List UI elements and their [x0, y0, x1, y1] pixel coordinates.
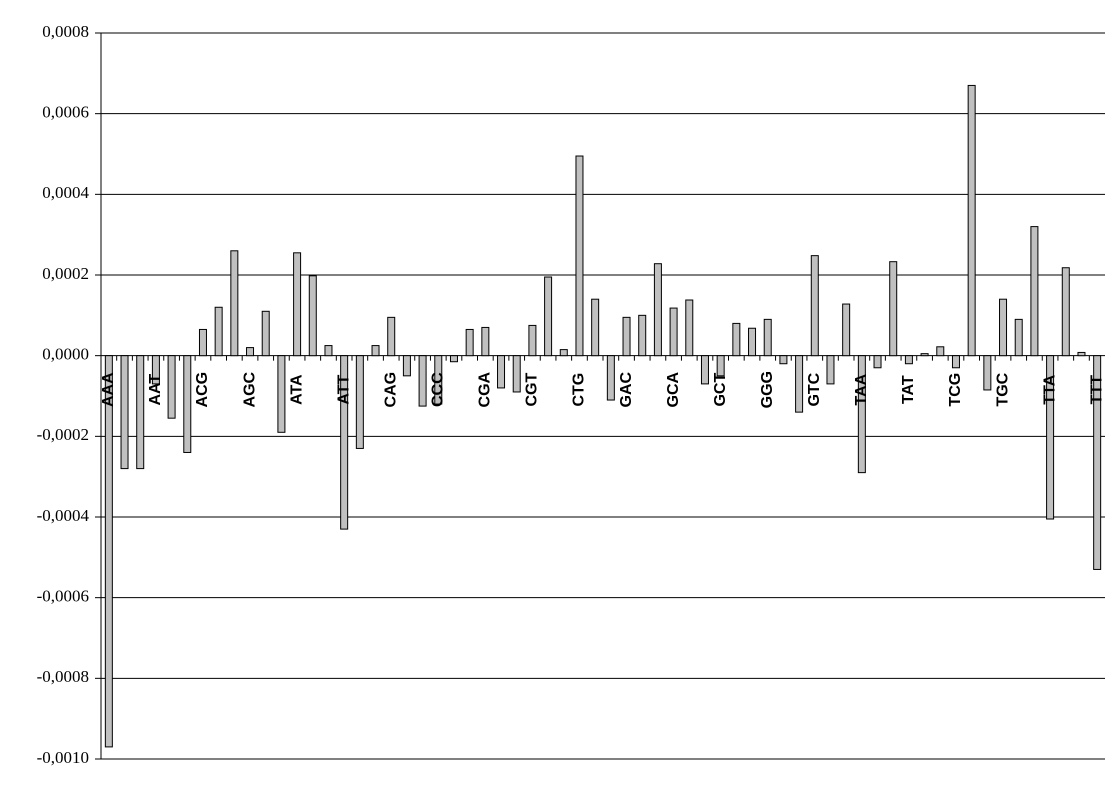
bar [810, 255, 819, 357]
x-tick-label: GAC [618, 371, 635, 407]
x-tick-label: TAA [853, 373, 870, 405]
bar [355, 355, 364, 449]
bar [873, 355, 882, 369]
x-tick-label: AGC [241, 371, 258, 407]
bar [136, 355, 145, 470]
x-tick-label: CGA [477, 371, 494, 407]
bar [418, 355, 427, 407]
bar [277, 355, 286, 433]
bar [559, 349, 568, 357]
x-tick-label: AAT [147, 374, 164, 406]
bar [387, 316, 396, 357]
bar [826, 355, 835, 385]
bar [857, 355, 866, 474]
bar [763, 318, 772, 357]
bar [308, 275, 317, 357]
bar [904, 355, 913, 365]
bar [151, 355, 160, 385]
y-tick-label: 0,0008 [42, 22, 89, 41]
x-tick-label: TAT [900, 375, 917, 404]
y-tick-label: -0,0004 [37, 506, 90, 525]
bar [1093, 355, 1102, 570]
bar [700, 355, 709, 385]
bar [434, 355, 443, 405]
bar [261, 310, 270, 357]
bar [716, 355, 725, 377]
x-tick-label: AAA [100, 372, 117, 407]
bar [104, 355, 113, 748]
bar [512, 355, 521, 393]
bar [1030, 226, 1039, 357]
bar [497, 355, 506, 389]
bar [732, 322, 741, 357]
bar [575, 155, 584, 357]
x-tick-label: GGG [759, 371, 776, 408]
bar [1046, 355, 1055, 520]
bar [795, 355, 804, 413]
bar [622, 316, 631, 357]
bar [983, 355, 992, 391]
bar [779, 355, 788, 365]
x-tick-label: TTT [1088, 375, 1105, 405]
bar [967, 84, 976, 357]
x-tick-label: CTG [571, 373, 588, 407]
bar [214, 306, 223, 357]
y-tick-label: -0,0002 [37, 425, 89, 444]
x-tick-label: ATT [335, 374, 352, 404]
y-tick-label: -0,0008 [37, 667, 89, 686]
y-tick-label: 0,0002 [42, 264, 89, 283]
bar [920, 353, 929, 357]
x-tick-label: CGT [524, 373, 541, 407]
y-tick-label: 0,0000 [42, 345, 89, 364]
x-tick-label: GCT [712, 373, 729, 407]
bar [936, 346, 945, 357]
bar [465, 328, 474, 357]
bar [669, 307, 678, 357]
bar [951, 355, 960, 369]
x-tick-label: ACG [194, 372, 211, 408]
bar [889, 261, 898, 357]
bar [340, 355, 349, 530]
x-tick-label: CCC [430, 372, 447, 407]
bar [544, 276, 553, 357]
bar [842, 303, 851, 357]
bar [748, 327, 757, 357]
bar [183, 355, 192, 453]
x-tick-label: CAG [382, 372, 399, 408]
bar [198, 328, 207, 357]
bar [528, 324, 537, 357]
x-tick-label: TCG [947, 373, 964, 407]
bar [167, 355, 176, 419]
bar [481, 326, 490, 357]
bar [685, 299, 694, 357]
bar [653, 263, 662, 357]
bar [324, 345, 333, 357]
bar [230, 250, 239, 357]
bar [246, 347, 255, 357]
bar [293, 252, 302, 357]
bar [591, 298, 600, 357]
y-tick-label: -0,0006 [37, 587, 89, 606]
bar [999, 298, 1008, 357]
x-tick-label: TGC [994, 372, 1011, 406]
y-tick-label: -0,0010 [37, 748, 89, 767]
bar [449, 355, 458, 363]
bar [402, 355, 411, 377]
bar [606, 355, 615, 401]
bar [120, 355, 129, 470]
bar [1077, 351, 1086, 357]
y-tick-label: 0,0006 [42, 103, 89, 122]
x-tick-label: ATA [288, 374, 305, 405]
bar [1014, 318, 1023, 357]
bar [371, 345, 380, 357]
x-tick-label: GTC [806, 372, 823, 406]
bar [1061, 267, 1070, 357]
bar [638, 314, 647, 357]
x-tick-label: TTA [1041, 374, 1058, 404]
y-tick-label: 0,0004 [42, 183, 89, 202]
x-tick-label: GCA [665, 371, 682, 407]
